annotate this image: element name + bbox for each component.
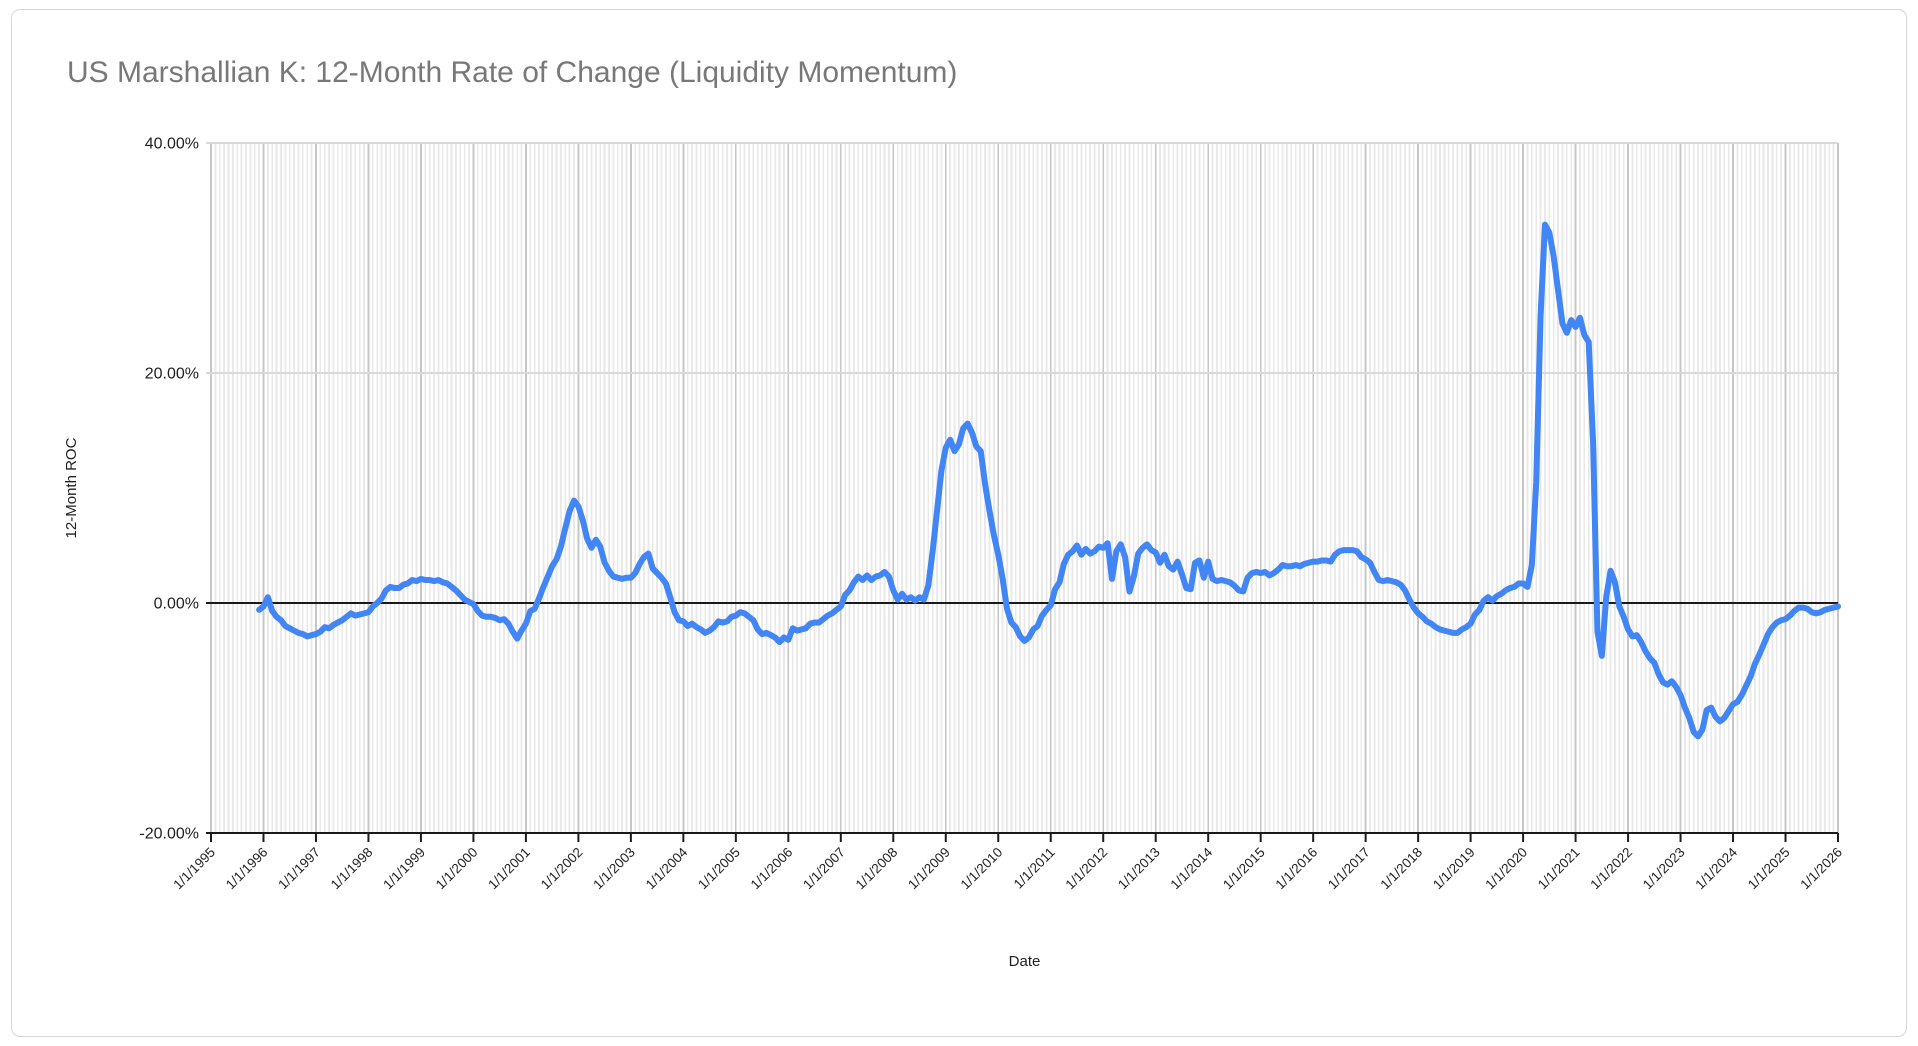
y-axis-labels: 40.00% 20.00% 0.00% -20.00% bbox=[139, 136, 199, 843]
x-tick-label: 1/1/2004 bbox=[643, 844, 691, 892]
chart-title: US Marshallian K: 12-Month Rate of Chang… bbox=[67, 56, 958, 89]
x-tick-label: 1/1/2008 bbox=[853, 845, 901, 893]
x-tick-label: 1/1/2007 bbox=[800, 845, 848, 893]
x-tick-label: 1/1/2015 bbox=[1220, 845, 1268, 893]
y-tick-label: 20.00% bbox=[145, 366, 199, 383]
x-axis-title: Date bbox=[1009, 953, 1041, 970]
x-tick-label: 1/1/2002 bbox=[538, 845, 586, 893]
x-tick-label: 1/1/2020 bbox=[1482, 845, 1530, 893]
x-tick-label: 1/1/2012 bbox=[1063, 845, 1111, 893]
horizontal-gridlines bbox=[206, 142, 1838, 374]
x-tick-label: 1/1/2006 bbox=[748, 845, 796, 893]
y-tick-label: 0.00% bbox=[154, 596, 199, 613]
x-tick-label: 1/1/2019 bbox=[1430, 845, 1478, 893]
roc-line-series bbox=[256, 221, 1841, 740]
x-tick-label: 1/1/2023 bbox=[1640, 845, 1688, 893]
x-axis-labels: 1/1/1995 1/1/1996 1/1/1997 1/1/1998 1/1/1999… bbox=[170, 844, 1845, 892]
x-tick-label: 1/1/2005 bbox=[695, 845, 743, 893]
x-tick-label: 1/1/2016 bbox=[1273, 845, 1321, 893]
monthly-gridlines bbox=[214, 143, 1835, 833]
x-tick-label: 1/1/1998 bbox=[328, 845, 376, 893]
y-tick-label: -20.00% bbox=[139, 826, 199, 843]
x-tick-label: 1/1/1999 bbox=[380, 845, 428, 893]
x-tick-label: 1/1/1997 bbox=[275, 845, 323, 893]
x-tick-label: 1/1/2026 bbox=[1797, 845, 1845, 893]
x-tick-label: 1/1/1995 bbox=[170, 845, 218, 893]
y-axis-title: 12-Month ROC bbox=[63, 437, 80, 538]
y-tick-label: 40.00% bbox=[145, 136, 199, 153]
x-tick-label: 1/1/2025 bbox=[1745, 845, 1793, 893]
x-tick-label: 1/1/2013 bbox=[1115, 845, 1163, 893]
x-tick-label: 1/1/2001 bbox=[485, 845, 533, 893]
yearly-gridlines bbox=[210, 143, 1839, 833]
x-tick-label: 1/1/2022 bbox=[1587, 845, 1635, 893]
x-tick-label: 1/1/1996 bbox=[223, 845, 271, 893]
x-tick-label: 1/1/2017 bbox=[1325, 845, 1373, 893]
x-tick-label: 1/1/2014 bbox=[1168, 844, 1216, 892]
x-tick-label: 1/1/2024 bbox=[1692, 844, 1740, 892]
x-tick-label: 1/1/2011 bbox=[1011, 845, 1058, 892]
x-tick-label: 1/1/2010 bbox=[958, 845, 1006, 893]
x-tick-label: 1/1/2000 bbox=[433, 845, 481, 893]
x-tick-label: 1/1/2003 bbox=[590, 845, 638, 893]
x-tick-label: 1/1/2009 bbox=[905, 845, 953, 893]
x-tick-label: 1/1/2018 bbox=[1377, 845, 1425, 893]
x-tick-label: 1/1/2021 bbox=[1535, 845, 1583, 893]
x-axis-ticks bbox=[210, 833, 1839, 842]
